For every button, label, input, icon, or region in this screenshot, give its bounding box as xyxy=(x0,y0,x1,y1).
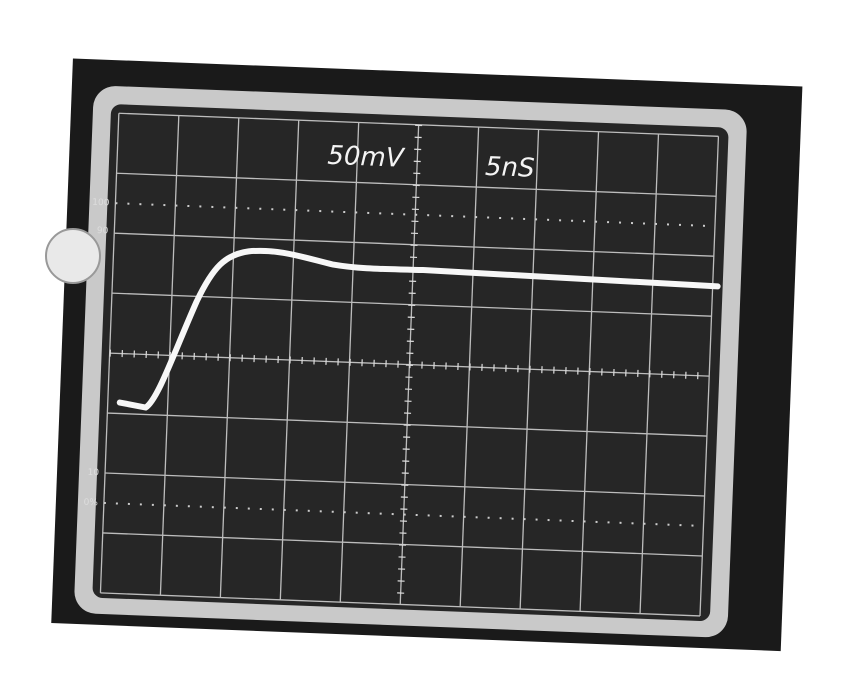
graticule-label: 90 xyxy=(97,226,109,236)
dotted-0 xyxy=(103,501,704,528)
time-label: 5nS xyxy=(485,152,536,184)
volts-label: 50mV xyxy=(327,141,407,174)
grid-line xyxy=(100,592,701,617)
knob xyxy=(45,228,101,284)
oscilloscope: 100 90 10 0% 50mV 5nS xyxy=(51,58,803,652)
center-ticks-v xyxy=(396,124,423,605)
graticule-label: 100 xyxy=(92,198,110,209)
graticule-label: 0% xyxy=(83,498,98,509)
graticule-label: 10 xyxy=(87,468,99,478)
dotted-100 xyxy=(115,202,716,228)
trace xyxy=(116,247,721,411)
